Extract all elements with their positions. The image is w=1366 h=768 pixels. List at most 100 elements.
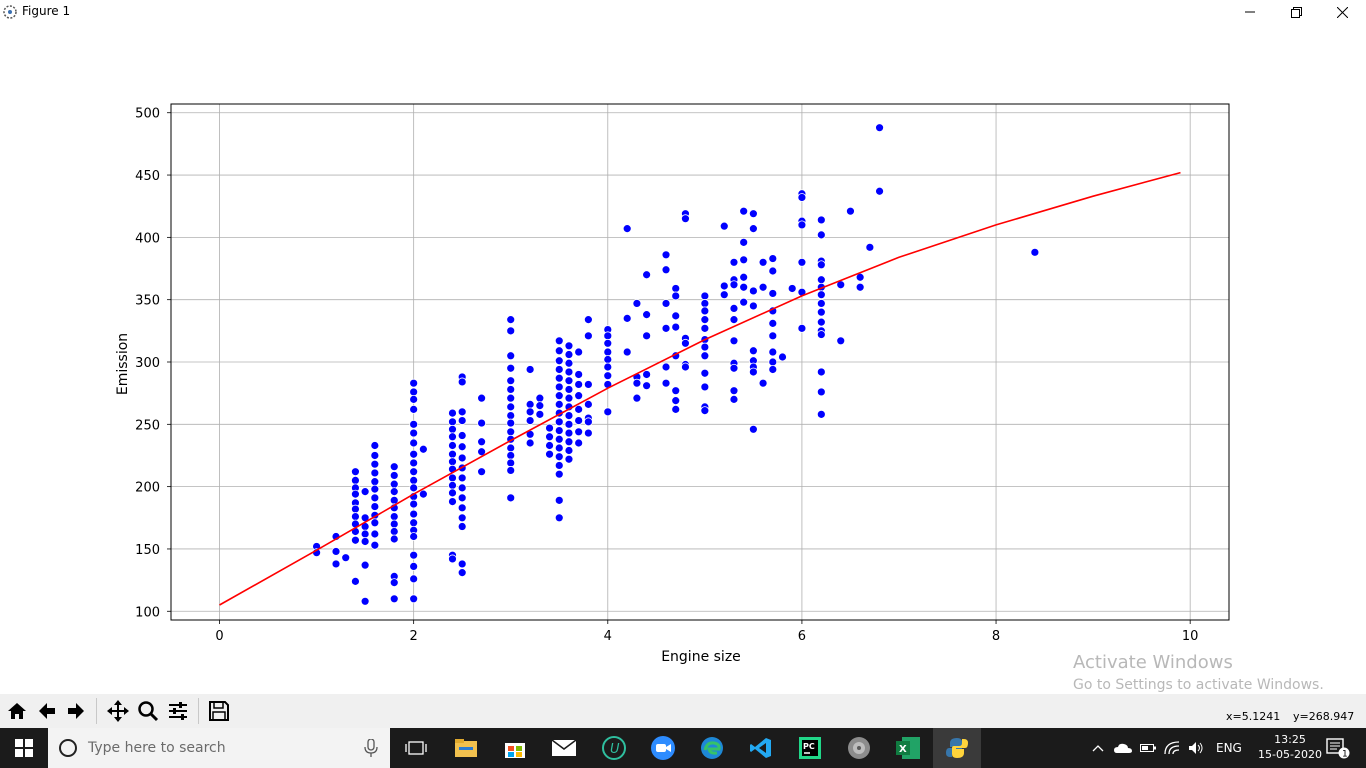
scatter-point	[409, 499, 419, 509]
home-button[interactable]	[3, 697, 31, 725]
scatter-point	[574, 416, 584, 425]
uipath-button[interactable]: U	[590, 728, 638, 768]
scatter-point	[370, 493, 380, 503]
back-button[interactable]	[33, 697, 61, 725]
pan-button[interactable]	[104, 697, 132, 725]
scatter-point	[583, 315, 593, 325]
scatter-point	[389, 594, 399, 604]
zoom-button[interactable]	[134, 697, 162, 725]
close-button[interactable]	[1319, 0, 1365, 24]
show-hidden-icons-icon[interactable]	[1092, 744, 1104, 752]
scatter-point	[661, 299, 671, 308]
close-icon	[1336, 6, 1348, 18]
scatter-point	[409, 458, 419, 468]
pycharm-icon: PC	[799, 737, 821, 759]
mail-button[interactable]	[540, 728, 588, 768]
scatter-point	[506, 393, 516, 403]
scatter-point	[816, 330, 826, 339]
windows-taskbar: Type here to search U PC X ENG	[0, 728, 1366, 768]
minimize-icon	[1245, 11, 1255, 13]
figure-canvas[interactable]: 0 2 4 6 8 10 100 150 200 250 300 350 400 450 500 Engine…	[0, 24, 1366, 694]
home-icon	[8, 703, 26, 719]
scatter-point	[506, 326, 516, 336]
scatter-point	[351, 576, 360, 586]
file-explorer-button[interactable]	[442, 728, 490, 768]
scatter-point	[603, 338, 613, 348]
scatter-point	[700, 291, 710, 301]
language-indicator[interactable]: ENG	[1216, 741, 1242, 755]
excel-button[interactable]: X	[884, 728, 932, 768]
battery-icon[interactable]	[1140, 743, 1156, 753]
scatter-point	[554, 452, 564, 462]
scatter-point	[506, 351, 516, 361]
y-tick-label: 350	[135, 294, 160, 309]
scatter-point	[574, 404, 584, 414]
scatter-point	[389, 487, 399, 497]
scatter-point	[564, 446, 574, 455]
store-button[interactable]	[491, 728, 539, 768]
scatter-point	[603, 347, 613, 357]
zoom-app-icon	[651, 736, 675, 760]
scatter-point	[603, 355, 613, 364]
media-button[interactable]	[835, 728, 883, 768]
scatter-point	[574, 391, 584, 401]
uipath-icon: U	[602, 736, 626, 760]
y-tick-label: 300	[135, 356, 160, 371]
minimize-button[interactable]	[1227, 0, 1273, 24]
scatter-point	[729, 363, 739, 373]
scatter-point	[545, 441, 554, 450]
scatter-point	[739, 255, 749, 265]
forward-button[interactable]	[62, 697, 90, 725]
scatter-point	[603, 362, 613, 372]
start-button[interactable]	[0, 728, 48, 768]
save-button[interactable]	[205, 697, 233, 725]
scatter-point	[457, 568, 467, 578]
scatter-point	[632, 299, 642, 308]
scatter-point	[739, 237, 749, 247]
scatter-point	[700, 351, 710, 361]
volume-icon[interactable]	[1188, 741, 1204, 755]
scatter-point	[351, 467, 360, 477]
scatter-point	[564, 393, 574, 403]
task-view-button[interactable]	[392, 728, 440, 768]
scatter-point	[748, 367, 758, 377]
scatter-point	[797, 220, 807, 230]
onedrive-icon[interactable]	[1114, 743, 1132, 753]
microphone-icon[interactable]	[364, 739, 378, 757]
scatter-point	[418, 444, 428, 454]
pycharm-button[interactable]: PC	[786, 728, 834, 768]
edge-button[interactable]	[688, 728, 736, 768]
scatter-point	[389, 519, 399, 529]
scatter-point	[642, 381, 652, 391]
scatter-point	[700, 299, 710, 308]
scatter-point	[457, 442, 467, 452]
scatter-point	[797, 323, 807, 333]
vscode-button[interactable]	[737, 728, 785, 768]
scatter-point	[642, 310, 652, 320]
restore-button[interactable]	[1273, 0, 1319, 24]
scatter-point	[748, 424, 758, 434]
scatter-point	[739, 206, 749, 216]
scatter-point	[506, 402, 516, 412]
y-axis-label: Emission	[115, 333, 131, 395]
python-button[interactable]	[933, 728, 981, 768]
action-center-button[interactable]: 1	[1318, 728, 1358, 768]
wifi-icon[interactable]	[1164, 741, 1180, 755]
scatter-point	[506, 385, 516, 394]
scatter-point	[351, 512, 360, 521]
excel-icon: X	[896, 737, 920, 759]
scatter-point	[816, 260, 826, 270]
zoom-meeting-button[interactable]	[639, 728, 687, 768]
scatter-point	[389, 462, 399, 472]
taskbar-search-box[interactable]: Type here to search	[48, 728, 390, 768]
scatter-point	[457, 522, 467, 531]
configure-subplots-button[interactable]	[164, 697, 192, 725]
scatter-point	[719, 290, 729, 300]
scatter-point	[583, 380, 593, 389]
scatter-point	[729, 304, 739, 313]
taskbar-clock[interactable]: 13:25 15-05-2020	[1258, 732, 1322, 762]
figure-app-icon	[3, 5, 17, 19]
scatter-chart[interactable]: 0 2 4 6 8 10 100 150 200 250 300 350 400 450 500 Engine…	[0, 24, 1366, 694]
scatter-point	[389, 578, 399, 588]
scatter-point	[574, 427, 584, 437]
